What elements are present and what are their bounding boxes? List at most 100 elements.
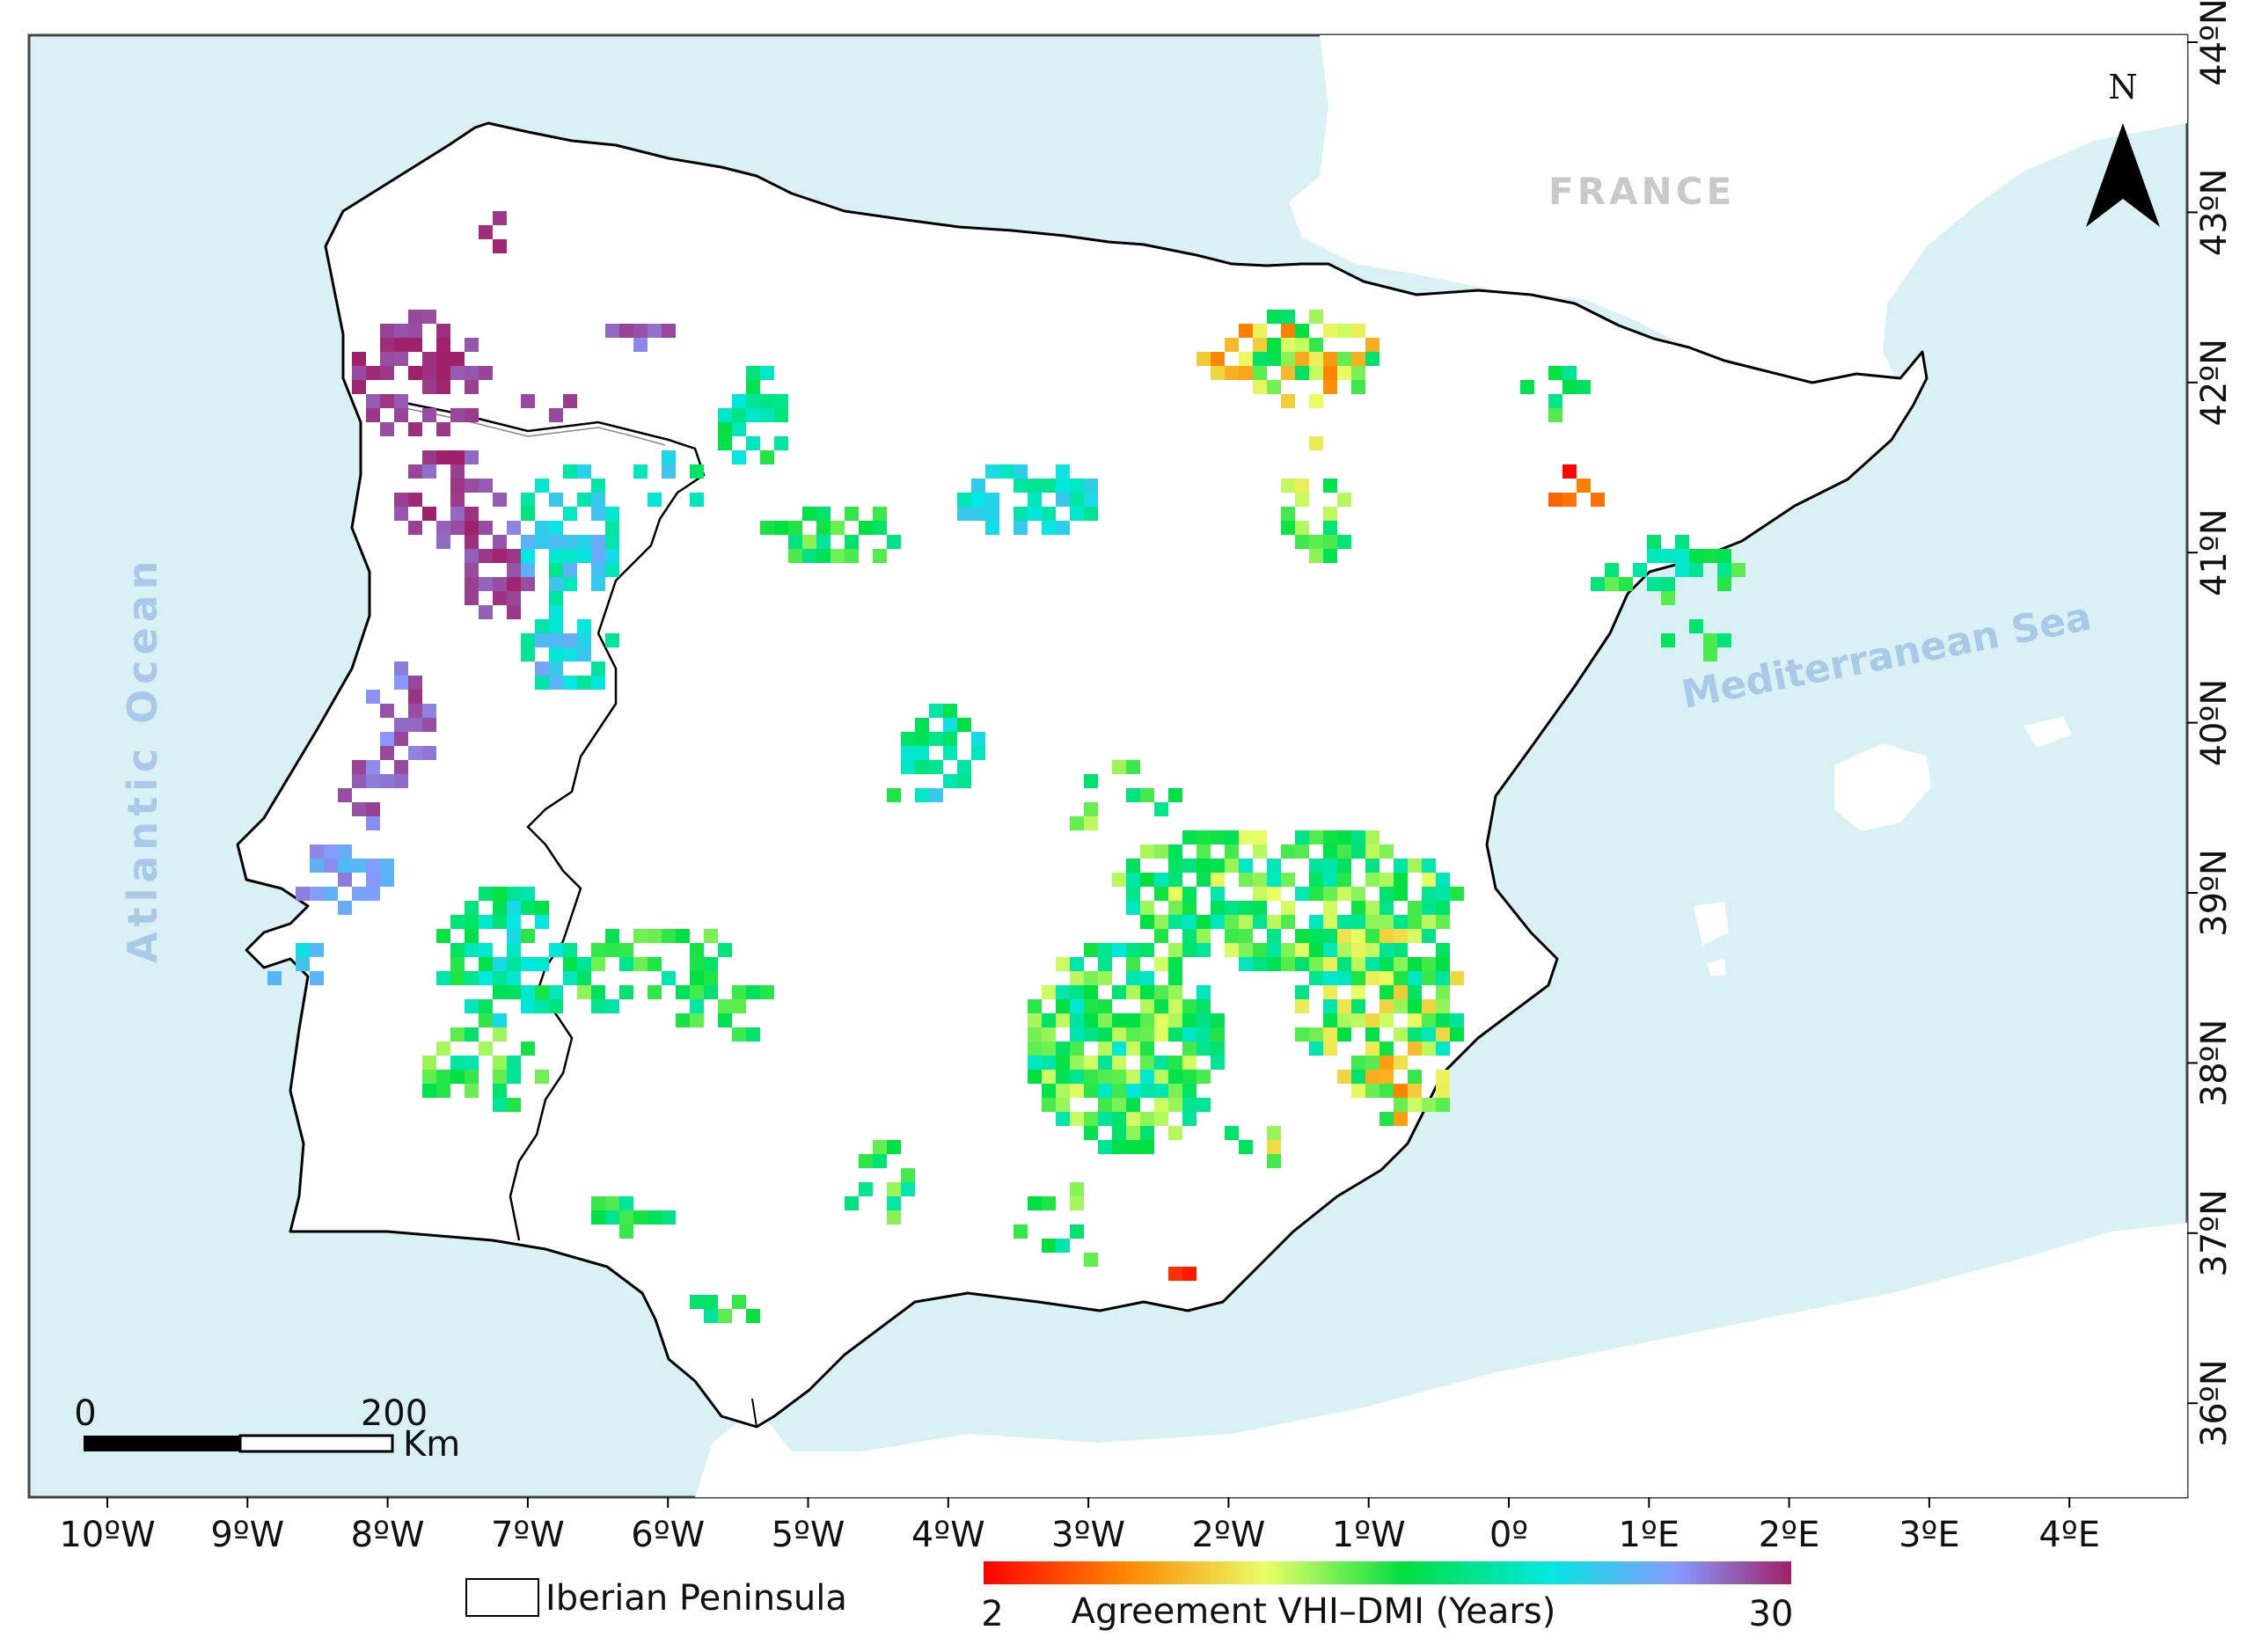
- agreement-pixel: [1548, 408, 1562, 422]
- agreement-pixel: [1028, 1056, 1042, 1070]
- agreement-pixel: [1548, 366, 1562, 380]
- agreement-pixel: [1154, 873, 1168, 887]
- agreement-pixel: [1070, 1056, 1084, 1070]
- agreement-pixel: [1351, 1084, 1365, 1098]
- colorbar-title: Agreement VHI–DMI (Years): [1072, 1591, 1556, 1632]
- agreement-pixel: [633, 929, 648, 943]
- agreement-pixel: [985, 493, 999, 507]
- agreement-pixel: [380, 366, 394, 380]
- agreement-pixel: [535, 676, 549, 690]
- agreement-pixel: [1197, 1098, 1211, 1112]
- agreement-pixel: [1056, 999, 1070, 1013]
- longitude-tick-label: 3ºW: [1051, 1515, 1125, 1555]
- agreement-pixel: [352, 802, 366, 816]
- agreement-pixel: [422, 464, 436, 479]
- agreement-pixel: [1168, 1070, 1182, 1084]
- agreement-pixel: [352, 859, 366, 873]
- agreement-pixel: [1182, 1013, 1197, 1027]
- agreement-pixel: [493, 535, 507, 549]
- agreement-pixel: [1042, 1070, 1056, 1084]
- agreement-pixel: [1042, 1027, 1056, 1042]
- agreement-pixel: [465, 591, 479, 605]
- agreement-pixel: [338, 844, 352, 859]
- agreement-pixel: [999, 464, 1014, 479]
- agreement-pixel: [465, 507, 479, 521]
- agreement-pixel: [577, 464, 591, 479]
- agreement-pixel: [859, 1182, 873, 1196]
- agreement-pixel: [718, 999, 732, 1013]
- agreement-pixel: [690, 943, 704, 957]
- agreement-pixel: [591, 507, 605, 521]
- agreement-pixel: [1239, 873, 1253, 887]
- agreement-pixel: [507, 549, 521, 563]
- agreement-pixel: [1070, 957, 1084, 971]
- agreement-pixel: [1042, 1056, 1056, 1070]
- agreement-pixel: [1042, 1013, 1056, 1027]
- agreement-pixel: [450, 507, 465, 521]
- agreement-pixel: [1154, 985, 1168, 999]
- agreement-pixel: [1323, 352, 1337, 366]
- agreement-pixel: [549, 563, 563, 577]
- agreement-pixel: [507, 971, 521, 985]
- agreement-pixel: [563, 394, 577, 408]
- agreement-pixel: [450, 971, 465, 985]
- agreement-pixel: [1168, 999, 1182, 1013]
- agreement-pixel: [394, 718, 408, 732]
- longitude-tick-label: 4ºE: [2038, 1515, 2100, 1555]
- agreement-pixel: [1436, 873, 1450, 887]
- agreement-pixel: [1070, 1070, 1084, 1084]
- agreement-pixel: [521, 633, 535, 647]
- france-landmass: [1289, 35, 2187, 396]
- legend-colorbar: 2 Agreement VHI–DMI (Years) 30: [981, 1561, 1793, 1634]
- agreement-pixel: [507, 957, 521, 971]
- agreement-pixel: [1182, 859, 1197, 873]
- agreement-pixel: [380, 746, 394, 760]
- agreement-pixel: [1140, 1140, 1154, 1154]
- agreement-pixel: [1281, 943, 1295, 957]
- agreement-pixel: [1408, 1098, 1422, 1112]
- agreement-pixel: [690, 985, 704, 999]
- agreement-pixel: [479, 366, 493, 380]
- agreement-pixel: [1267, 929, 1281, 943]
- agreement-pixel: [1154, 957, 1168, 971]
- agreement-pixel: [1197, 352, 1211, 366]
- agreement-pixel: [450, 479, 465, 493]
- agreement-pixel: [1309, 1042, 1323, 1056]
- agreement-pixel: [1084, 985, 1098, 999]
- agreement-pixel: [1422, 873, 1436, 887]
- agreement-pixel: [1028, 1042, 1042, 1056]
- agreement-pixel: [1140, 999, 1154, 1013]
- agreement-pixel: [465, 338, 479, 352]
- agreement-pixel: [746, 394, 760, 408]
- agreement-pixel: [1211, 873, 1225, 887]
- agreement-pixel: [1084, 1070, 1098, 1084]
- agreement-pixel: [563, 971, 577, 985]
- agreement-pixel: [1225, 915, 1239, 929]
- agreement-pixel: [1379, 929, 1394, 943]
- agreement-pixel: [1365, 971, 1379, 985]
- agreement-pixel: [816, 535, 831, 549]
- agreement-pixel: [718, 422, 732, 436]
- agreement-pixel: [1098, 1098, 1112, 1112]
- agreement-pixel: [1661, 633, 1675, 647]
- agreement-pixel: [1309, 971, 1323, 985]
- agreement-pixel: [1211, 859, 1225, 873]
- agreement-pixel: [1379, 1013, 1394, 1027]
- agreement-pixel: [1647, 577, 1661, 591]
- agreement-pixel: [465, 549, 479, 563]
- agreement-pixel: [1337, 887, 1351, 901]
- agreement-pixel: [493, 957, 507, 971]
- latitude-tick-label: 40ºN: [2194, 679, 2235, 767]
- agreement-pixel: [436, 521, 450, 535]
- agreement-pixel: [1365, 943, 1379, 957]
- agreement-pixel: [1154, 887, 1168, 901]
- agreement-pixel: [465, 943, 479, 957]
- longitude-tick-label: 0º: [1489, 1515, 1528, 1555]
- agreement-pixel: [366, 859, 380, 873]
- agreement-pixel: [1225, 366, 1239, 380]
- agreement-pixel: [507, 521, 521, 535]
- agreement-pixel: [1337, 859, 1351, 873]
- agreement-pixel: [1154, 1056, 1168, 1070]
- agreement-pixel: [563, 549, 577, 563]
- agreement-pixel: [915, 788, 929, 802]
